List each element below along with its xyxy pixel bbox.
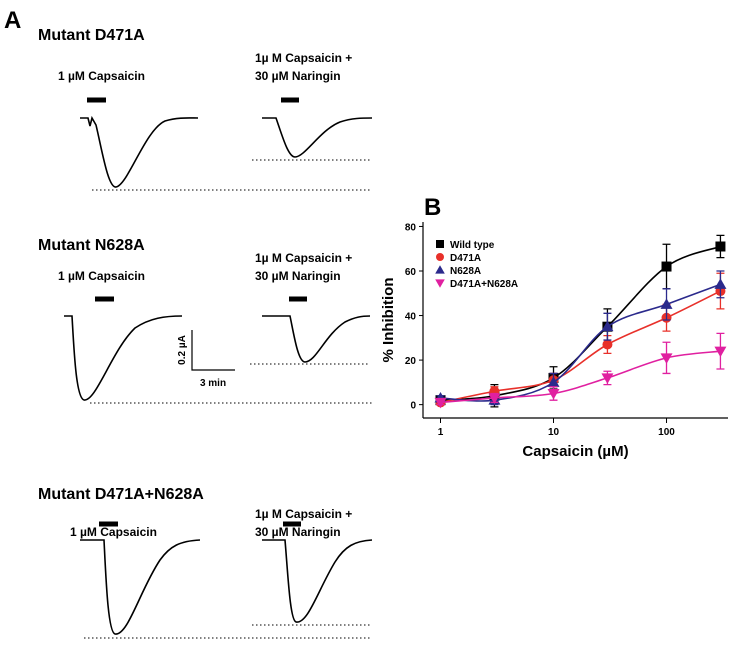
marker (714, 278, 727, 289)
row-title: Mutant N628A (38, 237, 145, 254)
marker (547, 389, 560, 400)
marker (488, 393, 501, 404)
stim-label: 1µ M Capsaicin + (255, 51, 352, 65)
stim-label: 1 µM Capsaicin (58, 69, 145, 83)
stim-label: 1 µM Capsaicin (58, 269, 145, 283)
y-tick-label: 60 (405, 267, 417, 278)
stim-label: 1 µM Capsaicin (70, 525, 157, 539)
y-tick-label: 20 (405, 356, 417, 367)
panel-label: A (4, 7, 21, 34)
x-tick-label: 100 (658, 427, 675, 438)
row-title: Mutant D471A+N628A (38, 486, 204, 503)
legend-label: Wild type (450, 240, 495, 251)
marker (660, 298, 673, 309)
marker (601, 320, 614, 332)
trace (262, 539, 373, 623)
marker (547, 376, 560, 387)
stim-label: 30 µM Naringin (255, 69, 341, 83)
row-title: Mutant D471A (38, 27, 145, 44)
fit-line (440, 350, 721, 404)
marker (434, 397, 447, 409)
legend-label: N628A (450, 266, 481, 277)
trace (80, 115, 199, 188)
fit-line (440, 283, 721, 402)
legend-label: D471A (450, 253, 481, 264)
trace (80, 539, 201, 635)
x-axis-label: Capsaicin (µM) (522, 443, 628, 460)
stim-label: 30 µM Naringin (255, 525, 341, 539)
scale-label: 3 min (200, 378, 226, 389)
marker (601, 373, 614, 384)
x-tick-label: 10 (548, 427, 560, 438)
stim-label: 30 µM Naringin (255, 269, 341, 283)
y-axis-label: % Inhibition (380, 278, 397, 363)
legend-marker (435, 265, 445, 274)
legend-marker (435, 279, 445, 288)
x-tick-label: 1 (438, 427, 444, 438)
fit-line (440, 290, 721, 404)
legend-label: D471A+N628A (450, 279, 518, 290)
stim-label: 1µ M Capsaicin + (255, 251, 352, 265)
stim-label: 1µ M Capsaicin + (255, 507, 352, 521)
trace (262, 315, 371, 363)
y-tick-label: 0 (410, 401, 416, 412)
scale-label: 0.2 µA (177, 335, 188, 365)
y-tick-label: 80 (405, 222, 417, 233)
scale-bar (191, 330, 235, 371)
marker (715, 241, 726, 252)
legend-marker (436, 253, 444, 261)
trace (262, 117, 373, 158)
y-tick-label: 40 (405, 312, 417, 323)
panel-label: B (424, 194, 441, 221)
marker (602, 339, 613, 350)
trace (64, 315, 183, 401)
marker (714, 346, 727, 358)
fit-line (440, 245, 721, 401)
marker (660, 353, 673, 364)
marker (661, 261, 672, 272)
legend-marker (436, 240, 444, 248)
